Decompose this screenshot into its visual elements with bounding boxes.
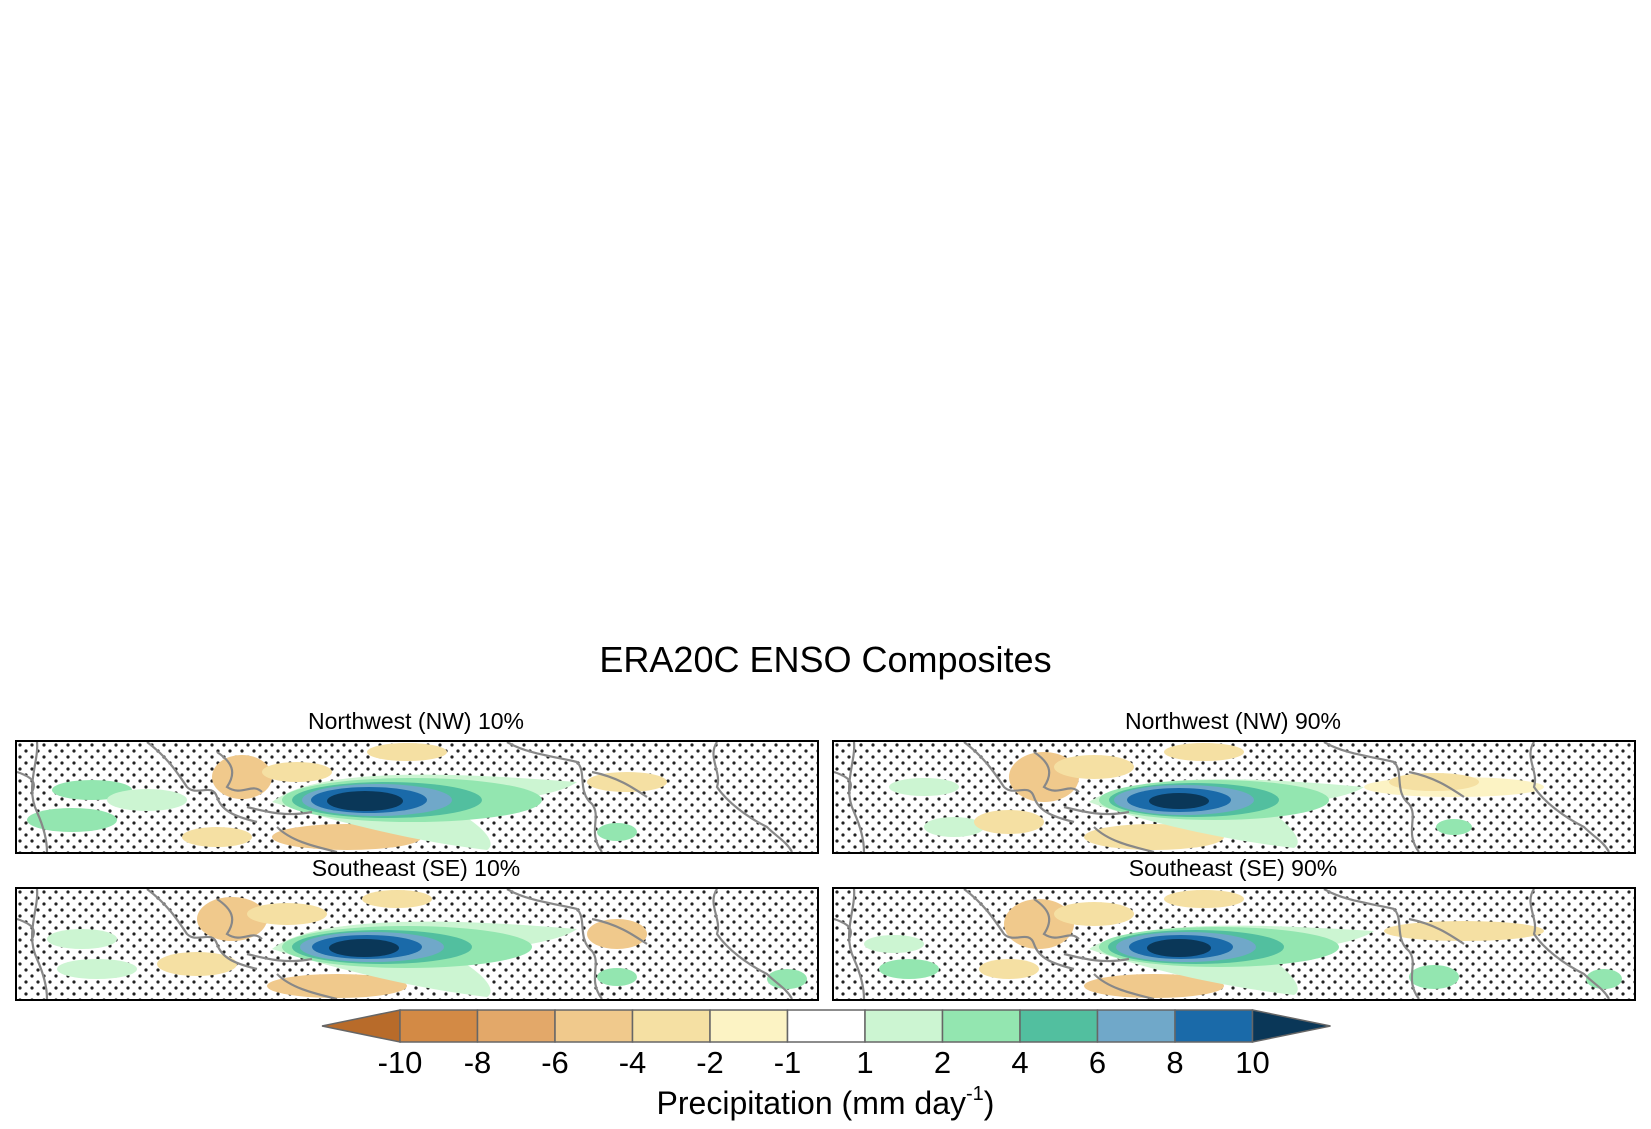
map-panel-se-90: [832, 887, 1636, 1001]
map-svg: [834, 742, 1634, 852]
precip-negative-patch: [247, 903, 327, 925]
panel-title-se-90: Southeast (SE) 90%: [1128, 855, 1338, 881]
colorbar-label-exponent: -1: [965, 1083, 984, 1105]
colorbar-tick-label: 6: [1088, 1045, 1107, 1080]
colorbar-box: [941, 1009, 1021, 1043]
precip-negative-patch: [1164, 743, 1244, 761]
colorbar-tick-label: 2: [933, 1045, 952, 1080]
colorbar-tick-label: -10: [377, 1045, 423, 1080]
colorbar-box: [1174, 1009, 1254, 1043]
colorbar: [321, 1009, 1331, 1043]
map-svg: [834, 889, 1634, 999]
panel-title-se-10: Southeast (SE) 10%: [311, 855, 521, 881]
precip-negative-patch: [1164, 890, 1244, 908]
precip-negative-patch: [974, 810, 1044, 834]
colorbar-box: [786, 1009, 866, 1043]
map-svg: [17, 889, 817, 999]
colorbar-box: [1096, 1009, 1176, 1043]
colorbar-over-triangle: [1251, 1009, 1331, 1043]
precip-positive-patch: [924, 817, 984, 837]
colorbar-tick-label: 10: [1235, 1045, 1270, 1080]
panel-title-nw-90: Northwest (NW) 90%: [1125, 708, 1341, 734]
map-panel-nw-10: [15, 740, 819, 854]
precip-positive-patch: [1436, 819, 1472, 835]
colorbar-tick-label: -8: [463, 1045, 492, 1080]
precip-positive-core: [329, 939, 399, 957]
precip-positive-patch: [107, 789, 187, 811]
coastlines: [17, 742, 793, 852]
colorbar-label-main: Precipitation (mm day: [656, 1085, 966, 1121]
precip-negative-patch: [1084, 974, 1224, 998]
map-svg: [17, 742, 817, 852]
precip-positive-patch: [889, 778, 959, 796]
colorbar-box: [1019, 1009, 1099, 1043]
precip-positive-patch: [1586, 969, 1622, 989]
precip-negative-patch: [1384, 921, 1544, 941]
colorbar-tick-label: 1: [856, 1045, 874, 1080]
precip-anomalies: [889, 743, 1544, 850]
colorbar-box: [476, 1009, 556, 1043]
colorbar-tick-label: 4: [1011, 1045, 1029, 1080]
panel-title-nw-10: Northwest (NW) 10%: [308, 708, 524, 734]
precip-anomalies: [47, 890, 807, 998]
precip-anomalies: [864, 890, 1622, 998]
colorbar-boxes: [321, 1009, 1331, 1043]
precip-positive-core: [327, 791, 403, 811]
precip-negative-patch: [362, 890, 432, 908]
colorbar-box: [631, 1009, 711, 1043]
precip-positive-patch: [597, 968, 637, 986]
colorbar-tick-label: 8: [1166, 1045, 1184, 1080]
precip-negative-patch: [587, 919, 647, 949]
precip-negative-patch: [367, 743, 447, 761]
precip-negative-patch: [1054, 755, 1134, 779]
precip-positive-patch: [27, 808, 117, 832]
colorbar-label-close: ): [983, 1085, 995, 1121]
precip-positive-patch: [47, 929, 117, 949]
coastlines: [17, 889, 793, 999]
coastlines: [834, 889, 1610, 999]
colorbar-box: [399, 1009, 479, 1043]
map-panel-se-10: [15, 887, 819, 1001]
precip-negative-patch: [182, 827, 252, 847]
precip-anomalies: [27, 743, 667, 850]
precip-negative-patch: [587, 772, 667, 792]
colorbar-box: [709, 1009, 789, 1043]
colorbar-tick-label: -4: [618, 1045, 647, 1080]
map-panel-nw-90: [832, 740, 1636, 854]
precip-positive-patch: [879, 959, 939, 979]
precip-positive-patch: [597, 823, 637, 841]
precip-negative-patch: [267, 974, 407, 998]
colorbar-under-triangle: [321, 1009, 401, 1043]
precip-negative-patch: [1389, 773, 1479, 791]
precip-positive-patch: [57, 959, 137, 979]
coastlines: [834, 742, 1610, 852]
precip-positive-core: [1147, 939, 1211, 957]
precip-positive-core: [1149, 793, 1209, 809]
colorbar-tick-label: -2: [696, 1045, 724, 1080]
colorbar-tick-label: -1: [773, 1045, 802, 1080]
precip-negative-patch: [262, 762, 332, 782]
colorbar-box: [554, 1009, 634, 1043]
colorbar-label: Precipitation (mm day-1): [0, 1083, 1651, 1123]
colorbar-tick-label: -6: [541, 1045, 569, 1080]
precip-negative-patch: [1054, 902, 1134, 926]
precip-positive-patch: [1409, 965, 1459, 989]
precip-negative-patch: [157, 952, 237, 976]
figure-title: ERA20C ENSO Composites: [599, 639, 1052, 680]
precip-negative-patch: [212, 755, 272, 799]
colorbar-box: [864, 1009, 944, 1043]
precip-positive-patch: [864, 935, 924, 953]
precip-negative-patch: [1084, 824, 1224, 850]
precip-negative-patch: [979, 959, 1039, 979]
